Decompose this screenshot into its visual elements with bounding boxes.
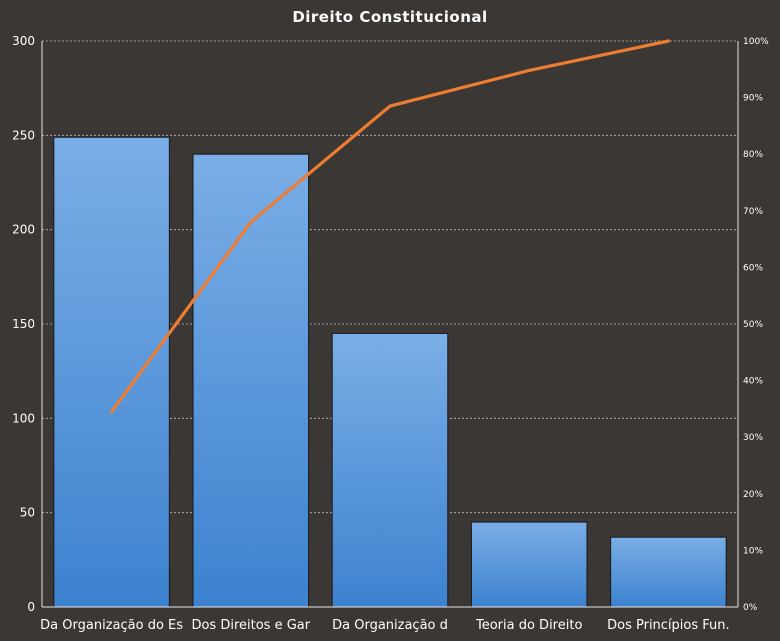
y2-tick-label: 90% [743, 94, 763, 104]
bars [53, 136, 727, 608]
cumulative-line [109, 39, 671, 414]
cumulative-percentage-line [109, 39, 671, 414]
bar [53, 136, 170, 608]
y2-tick-label: 40% [743, 377, 763, 387]
bar [331, 332, 449, 608]
y-tick-label: 0 [27, 600, 35, 614]
y2-tick-label: 30% [743, 433, 763, 443]
y-tick-label: 300 [12, 34, 35, 48]
y2-tick-label: 50% [743, 320, 763, 330]
y2-tick-label: 60% [743, 263, 763, 273]
y-tick-label: 200 [12, 223, 35, 237]
y2-tick-label: 100% [743, 37, 769, 47]
axes [41, 41, 739, 608]
x-tick-label: Dos Princípios Fun. [607, 618, 730, 633]
x-tick-label: Da Organização d [332, 618, 448, 633]
y-tick-label: 150 [12, 317, 35, 331]
y2-tick-label: 70% [743, 207, 763, 217]
y-tick-label: 50 [20, 506, 35, 520]
y-tick-label: 100 [12, 411, 35, 425]
secondary-y-axis-ticks: 0% 10% 20% 30% 40% 50% 60% 70% 80% 90% 100% [743, 37, 769, 613]
y2-tick-label: 20% [743, 490, 763, 500]
bar [192, 153, 310, 608]
bar [610, 536, 727, 608]
x-tick-label: Teoria do Direito [475, 618, 582, 633]
x-tick-label: Da Organização do Es [40, 618, 183, 633]
chart-title: Direito Constitucional [292, 8, 487, 26]
y2-tick-label: 10% [743, 546, 763, 556]
y2-tick-label: 80% [743, 150, 763, 160]
bar [470, 521, 588, 608]
y2-tick-label: 0% [743, 603, 758, 613]
y-axis-ticks: 0 50 100 150 200 250 300 [12, 34, 35, 614]
y-tick-label: 250 [12, 128, 35, 142]
x-tick-label: Dos Direitos e Gar [191, 618, 310, 633]
x-axis-ticks: Da Organização do Es Dos Direitos e Gar Da… [40, 618, 729, 633]
